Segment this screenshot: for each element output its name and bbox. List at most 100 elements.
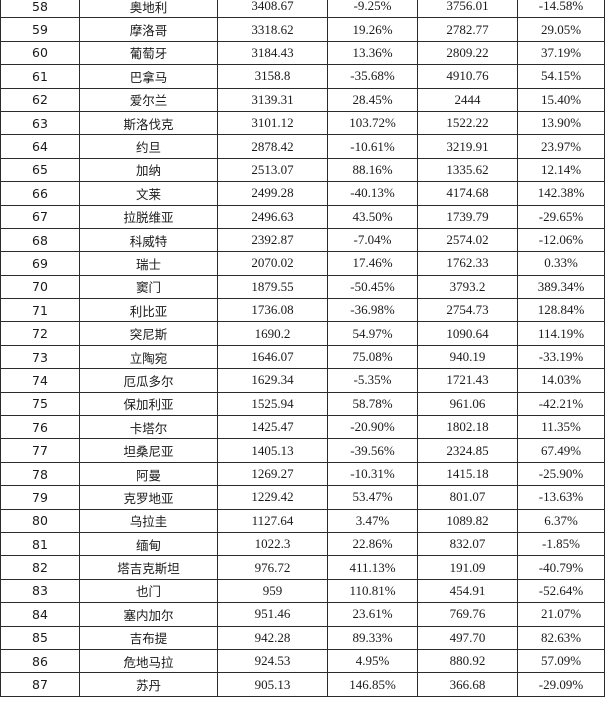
table-row: 65 加纳 2513.07 88.16% 1335.62 12.14% bbox=[0, 157, 605, 183]
prior-value-cell: 2324.85 bbox=[417, 438, 518, 463]
prior-value-cell: 1335.62 bbox=[417, 157, 518, 183]
prior-growth-cell: 82.63% bbox=[517, 625, 605, 650]
table-row: 67 拉脱维亚 2496.63 43.50% 1739.79 -29.65% bbox=[0, 204, 605, 229]
growth-cell: -40.13% bbox=[327, 181, 418, 206]
value-cell: 1629.34 bbox=[217, 368, 328, 393]
table-row: 79 克罗地亚 1229.42 53.47% 801.07 -13.63% bbox=[0, 485, 605, 510]
prior-growth-cell: -52.64% bbox=[517, 578, 605, 604]
rank-cell: 61 bbox=[0, 64, 80, 89]
prior-growth-cell: 23.97% bbox=[517, 134, 605, 159]
prior-value-cell: 2444 bbox=[417, 87, 518, 112]
table-row: 78 阿曼 1269.27 -10.31% 1415.18 -25.90% bbox=[0, 461, 605, 487]
table-row: 71 利比亚 1736.08 -36.98% 2754.73 128.84% bbox=[0, 298, 605, 323]
prior-growth-cell: 6.37% bbox=[517, 508, 605, 533]
growth-cell: 88.16% bbox=[327, 157, 418, 183]
growth-cell: 58.78% bbox=[327, 391, 418, 417]
table-row: 70 窦门 1879.55 -50.45% 3793.2 389.34% bbox=[0, 274, 605, 300]
prior-value-cell: 2754.73 bbox=[417, 298, 518, 323]
prior-value-cell: 2809.22 bbox=[417, 40, 518, 66]
prior-value-cell: 880.92 bbox=[417, 648, 518, 674]
value-cell: 3101.12 bbox=[217, 110, 328, 136]
country-cell: 利比亚 bbox=[79, 298, 218, 323]
prior-value-cell: 832.07 bbox=[417, 531, 518, 557]
value-cell: 951.46 bbox=[217, 602, 328, 627]
growth-cell: -39.56% bbox=[327, 438, 418, 463]
prior-growth-cell: 14.03% bbox=[517, 368, 605, 393]
prior-growth-cell: -1.85% bbox=[517, 531, 605, 557]
prior-growth-cell: 21.07% bbox=[517, 602, 605, 627]
growth-cell: 17.46% bbox=[327, 251, 418, 276]
table-row: 77 坦桑尼亚 1405.13 -39.56% 2324.85 67.49% bbox=[0, 438, 605, 463]
country-cell: 塞内加尔 bbox=[79, 602, 218, 627]
value-cell: 1646.07 bbox=[217, 344, 328, 370]
rank-cell: 69 bbox=[0, 251, 80, 276]
rank-cell: 71 bbox=[0, 298, 80, 323]
table-row: 82 塔吉克斯坦 976.72 411.13% 191.09 -40.79% bbox=[0, 555, 605, 580]
prior-growth-cell: 142.38% bbox=[517, 181, 605, 206]
rank-cell: 75 bbox=[0, 391, 80, 417]
value-cell: 3139.31 bbox=[217, 87, 328, 112]
value-cell: 959 bbox=[217, 578, 328, 604]
prior-value-cell: 4174.68 bbox=[417, 181, 518, 206]
value-cell: 1525.94 bbox=[217, 391, 328, 417]
value-cell: 2513.07 bbox=[217, 157, 328, 183]
prior-value-cell: 1802.18 bbox=[417, 415, 518, 440]
country-cell: 立陶宛 bbox=[79, 344, 218, 370]
growth-cell: -20.90% bbox=[327, 415, 418, 440]
table-row: 60 葡萄牙 3184.43 13.36% 2809.22 37.19% bbox=[0, 40, 605, 66]
prior-growth-cell: -12.06% bbox=[517, 227, 605, 253]
prior-growth-cell: -25.90% bbox=[517, 461, 605, 487]
country-cell: 阿曼 bbox=[79, 461, 218, 487]
prior-growth-cell: 29.05% bbox=[517, 17, 605, 42]
prior-growth-cell: -14.58% bbox=[517, 0, 605, 19]
prior-growth-cell: -40.79% bbox=[517, 555, 605, 580]
value-cell: 3158.8 bbox=[217, 64, 328, 89]
table-row: 68 科威特 2392.87 -7.04% 2574.02 -12.06% bbox=[0, 227, 605, 253]
country-cell: 奥地利 bbox=[79, 0, 218, 19]
growth-cell: -9.25% bbox=[327, 0, 418, 19]
rank-cell: 73 bbox=[0, 344, 80, 370]
prior-growth-cell: 12.14% bbox=[517, 157, 605, 183]
prior-value-cell: 1522.22 bbox=[417, 110, 518, 136]
country-cell: 约旦 bbox=[79, 134, 218, 159]
rank-cell: 64 bbox=[0, 134, 80, 159]
growth-cell: -10.61% bbox=[327, 134, 418, 159]
rank-cell: 84 bbox=[0, 602, 80, 627]
growth-cell: -36.98% bbox=[327, 298, 418, 323]
value-cell: 1269.27 bbox=[217, 461, 328, 487]
value-cell: 976.72 bbox=[217, 555, 328, 580]
rank-cell: 63 bbox=[0, 110, 80, 136]
prior-growth-cell: 0.33% bbox=[517, 251, 605, 276]
growth-cell: 3.47% bbox=[327, 508, 418, 533]
prior-growth-cell: 128.84% bbox=[517, 298, 605, 323]
table-row: 64 约旦 2878.42 -10.61% 3219.91 23.97% bbox=[0, 134, 605, 159]
prior-value-cell: 3793.2 bbox=[417, 274, 518, 300]
country-cell: 坦桑尼亚 bbox=[79, 438, 218, 463]
prior-growth-cell: 57.09% bbox=[517, 648, 605, 674]
prior-value-cell: 1762.33 bbox=[417, 251, 518, 276]
value-cell: 1229.42 bbox=[217, 485, 328, 510]
table-row: 75 保加利亚 1525.94 58.78% 961.06 -42.21% bbox=[0, 391, 605, 417]
value-cell: 2070.02 bbox=[217, 251, 328, 276]
rank-cell: 65 bbox=[0, 157, 80, 183]
rank-cell: 66 bbox=[0, 181, 80, 206]
table-row: 84 塞内加尔 951.46 23.61% 769.76 21.07% bbox=[0, 602, 605, 627]
prior-value-cell: 940.19 bbox=[417, 344, 518, 370]
table-row: 59 摩洛哥 3318.62 19.26% 2782.77 29.05% bbox=[0, 17, 605, 42]
prior-value-cell: 1089.82 bbox=[417, 508, 518, 533]
prior-value-cell: 4910.76 bbox=[417, 64, 518, 89]
prior-value-cell: 454.91 bbox=[417, 578, 518, 604]
prior-value-cell: 769.76 bbox=[417, 602, 518, 627]
country-cell: 爱尔兰 bbox=[79, 87, 218, 112]
rank-cell: 67 bbox=[0, 204, 80, 229]
country-cell: 克罗地亚 bbox=[79, 485, 218, 510]
prior-growth-cell: 67.49% bbox=[517, 438, 605, 463]
rank-cell: 78 bbox=[0, 461, 80, 487]
growth-cell: -7.04% bbox=[327, 227, 418, 253]
prior-value-cell: 2782.77 bbox=[417, 17, 518, 42]
prior-value-cell: 191.09 bbox=[417, 555, 518, 580]
prior-value-cell: 961.06 bbox=[417, 391, 518, 417]
growth-cell: 53.47% bbox=[327, 485, 418, 510]
table-row: 87 苏丹 905.13 146.85% 366.68 -29.09% bbox=[0, 672, 605, 697]
